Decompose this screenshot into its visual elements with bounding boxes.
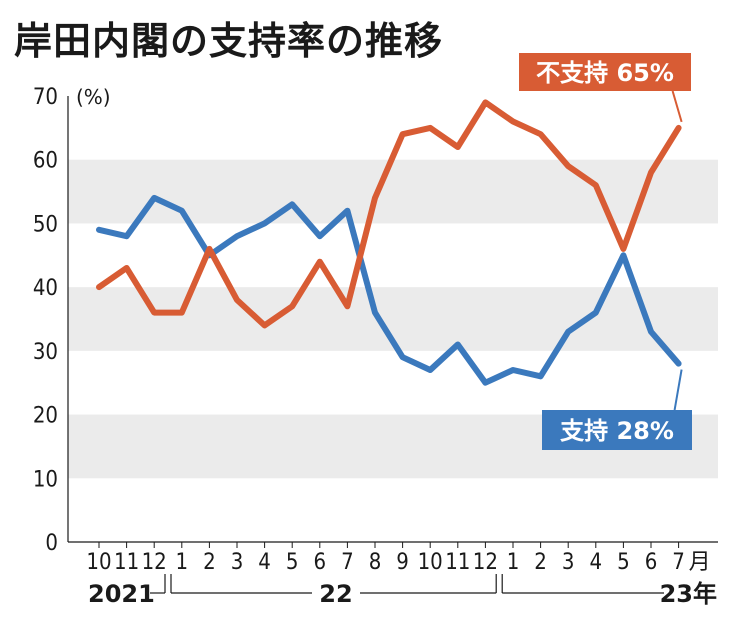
y-tick-label: 60 — [33, 149, 58, 174]
x-tick-label: 6 — [314, 550, 327, 575]
support-series-line — [96, 194, 682, 386]
y-tick-label: 70 — [33, 85, 58, 110]
year-label: 22 — [319, 580, 352, 608]
year-label: 23年 — [660, 580, 717, 608]
y-tick-label: 0 — [45, 531, 58, 556]
callouts: 不支持 65% 支持 28% — [519, 53, 692, 450]
x-tick-label: 5 — [617, 550, 630, 575]
year-labels: 2021 22 23年 — [88, 574, 717, 608]
chart-title: 岸田内閣の支持率の推移 — [14, 19, 444, 63]
y-unit-label: (%) — [76, 85, 111, 109]
x-tick-label: 7 — [341, 550, 354, 575]
x-tick-label: 12 — [473, 550, 498, 575]
x-tick-label: 8 — [369, 550, 382, 575]
y-tick-labels: 0 10 20 30 40 50 60 70 — [33, 85, 58, 556]
support-callout-leader — [673, 369, 683, 411]
y-tick-label: 50 — [33, 212, 58, 237]
series-lines — [96, 99, 682, 386]
nonsupport-callout-box — [519, 53, 691, 91]
x-month-unit: 月 — [689, 550, 711, 575]
x-tick-label: 9 — [396, 550, 409, 575]
support-callout-box — [542, 410, 692, 450]
x-tick-label: 1 — [176, 550, 189, 575]
nonsupport-callout-label: 不支持 65% — [536, 59, 674, 87]
x-tick-label: 10 — [86, 550, 111, 575]
x-tick-label: 2 — [203, 550, 216, 575]
y-tick-label: 20 — [33, 404, 58, 429]
x-tick-label: 11 — [114, 550, 139, 575]
nonsupport-callout-leader — [671, 90, 683, 123]
x-tick-label: 11 — [445, 550, 470, 575]
x-tick-labels: 10 11 12 1 2 3 4 5 6 7 8 9 10 11 12 1 2 3 4 5 6 7 月 — [86, 542, 711, 575]
axes — [67, 96, 718, 543]
grid-band — [68, 159, 718, 224]
x-tick-label: 3 — [231, 550, 244, 575]
x-tick-label: 3 — [562, 550, 575, 575]
x-tick-label: 6 — [645, 550, 658, 575]
x-tick-label: 12 — [142, 550, 167, 575]
year-label: 2021 — [88, 580, 155, 608]
support-callout-label: 支持 28% — [560, 417, 674, 445]
nonsupport-series-line — [96, 99, 682, 329]
x-tick-label: 7 — [672, 550, 685, 575]
x-tick-label: 1 — [507, 550, 520, 575]
x-tick-label: 2 — [534, 550, 547, 575]
x-tick-label: 10 — [418, 550, 443, 575]
x-tick-label: 5 — [286, 550, 299, 575]
x-tick-label: 4 — [590, 550, 603, 575]
y-tick-label: 10 — [33, 467, 58, 492]
y-tick-label: 30 — [33, 340, 58, 365]
y-tick-label: 40 — [33, 276, 58, 301]
x-tick-label: 4 — [258, 550, 271, 575]
